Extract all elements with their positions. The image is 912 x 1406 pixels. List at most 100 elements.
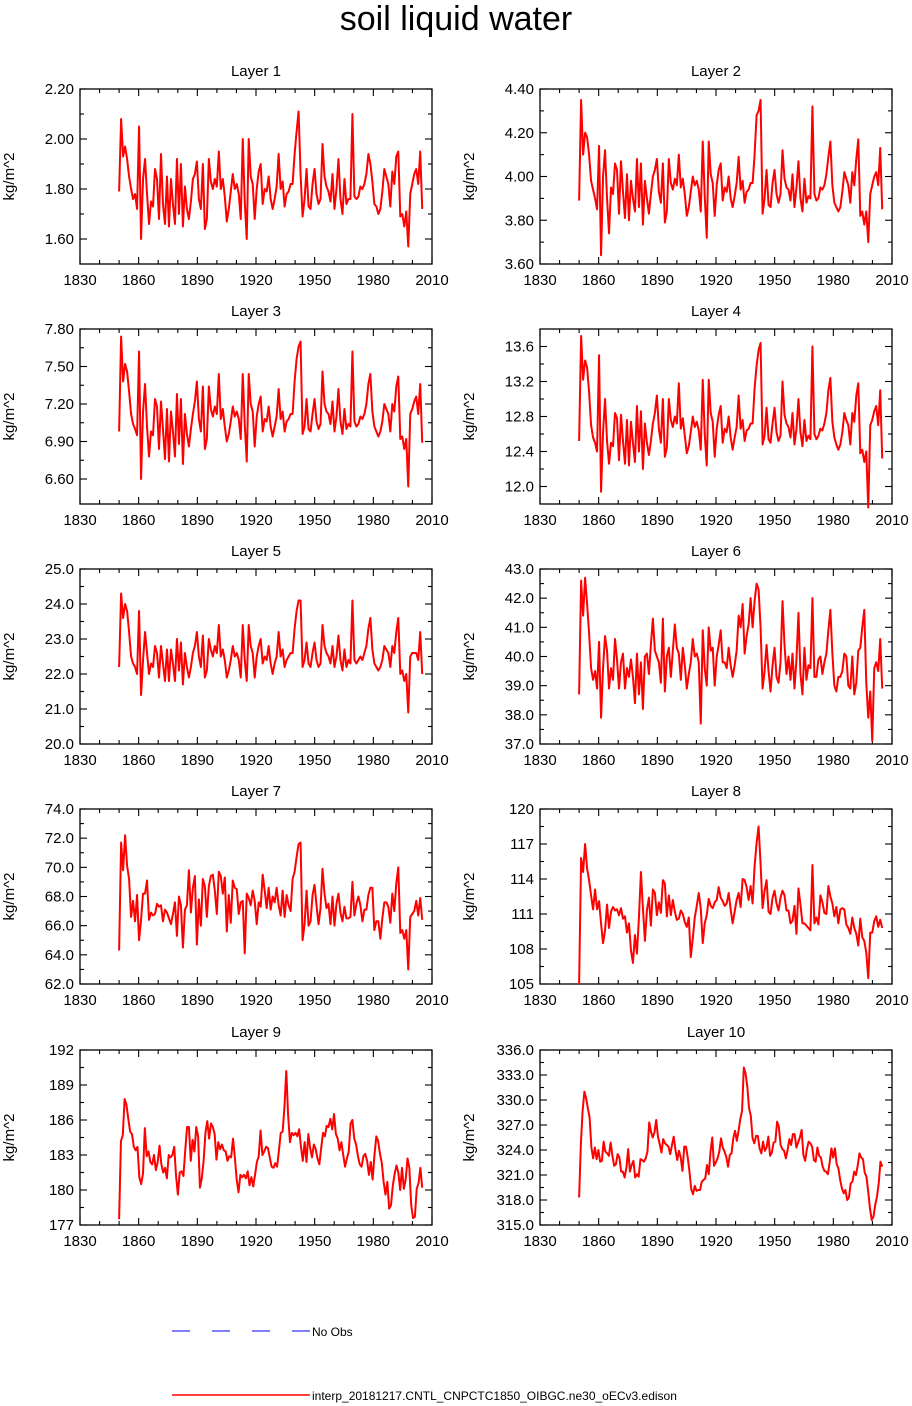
y-tick-label: 40.0 xyxy=(505,649,534,666)
x-tick-label: 1980 xyxy=(357,992,390,1009)
y-tick-label: 22.0 xyxy=(45,666,74,683)
x-tick-label: 1980 xyxy=(817,752,850,769)
y-tick-label: 108 xyxy=(509,941,534,958)
x-tick-label: 1890 xyxy=(641,272,674,289)
x-tick-label: 1860 xyxy=(122,992,155,1009)
panel-title: Layer 2 xyxy=(691,63,741,80)
series-line-model xyxy=(118,335,424,488)
y-tick-label: 20.0 xyxy=(45,736,74,753)
y-tick-label: 2.00 xyxy=(45,131,74,148)
x-tick-label: 1830 xyxy=(523,1233,556,1250)
y-tick-label: 68.0 xyxy=(45,889,74,906)
y-tick-label: 7.80 xyxy=(45,321,74,338)
chart-panel-8: Layer 8 kg/m^2 1830 1860 1890 1920 1950 1980 201… xyxy=(461,783,909,1009)
y-tick-label: 327.0 xyxy=(496,1117,534,1134)
series-line-model xyxy=(118,1070,424,1220)
panel-title: Layer 4 xyxy=(691,303,741,320)
x-tick-label: 1920 xyxy=(699,992,732,1009)
y-axis-label: kg/m^2 xyxy=(461,153,478,201)
x-tick-label: 1890 xyxy=(181,1233,214,1250)
x-tick-label: 2010 xyxy=(875,992,908,1009)
y-tick-label: 111 xyxy=(511,906,534,923)
chart-panel-3: Layer 3 kg/m^2 1830 1860 1890 1920 1950 1980 201… xyxy=(1,303,449,529)
x-tick-label: 1920 xyxy=(239,992,272,1009)
series-line-model xyxy=(578,825,884,985)
y-tick-label: 24.0 xyxy=(45,596,74,613)
chart-panel-7: Layer 7 kg/m^2 1830 1860 1890 1920 1950 1980 201… xyxy=(1,783,449,1009)
plot-frame xyxy=(79,808,433,985)
x-tick-label: 1890 xyxy=(641,992,674,1009)
y-tick-label: 12.4 xyxy=(505,444,534,461)
x-tick-label: 1920 xyxy=(239,1233,272,1250)
y-axis-label: kg/m^2 xyxy=(461,633,478,681)
legend-obs-label: No Obs xyxy=(312,1325,353,1339)
x-tick-label: 1830 xyxy=(63,272,96,289)
y-tick-label: 13.2 xyxy=(505,374,534,391)
x-tick-label: 1890 xyxy=(641,512,674,529)
series-line-model xyxy=(578,576,884,743)
y-axis-label: kg/m^2 xyxy=(461,393,478,441)
y-tick-label: 321.0 xyxy=(496,1167,534,1184)
x-tick-label: 1920 xyxy=(699,512,732,529)
x-tick-label: 2010 xyxy=(875,1233,908,1250)
x-tick-label: 1920 xyxy=(239,512,272,529)
panel-title: Layer 5 xyxy=(231,543,281,560)
plot-frame xyxy=(539,328,893,505)
panel-title: Layer 10 xyxy=(687,1024,745,1041)
x-tick-label: 1950 xyxy=(298,512,331,529)
x-tick-label: 2010 xyxy=(415,272,448,289)
y-tick-label: 105 xyxy=(509,976,534,993)
y-tick-label: 70.0 xyxy=(45,859,74,876)
x-tick-label: 1860 xyxy=(582,1233,615,1250)
y-tick-label: 183 xyxy=(49,1147,74,1164)
y-tick-label: 6.90 xyxy=(45,434,74,451)
x-tick-label: 1980 xyxy=(817,1233,850,1250)
legend: No Obs interp_20181217.CNTL_CNPCTC1850_O… xyxy=(172,1325,677,1403)
x-tick-label: 1950 xyxy=(298,992,331,1009)
y-tick-label: 177 xyxy=(49,1217,74,1234)
series-line-model xyxy=(578,335,884,509)
y-tick-label: 1.80 xyxy=(45,181,74,198)
y-tick-label: 42.0 xyxy=(505,590,534,607)
x-tick-label: 1980 xyxy=(357,272,390,289)
x-tick-label: 1860 xyxy=(122,1233,155,1250)
y-tick-label: 4.40 xyxy=(505,81,534,98)
y-tick-label: 189 xyxy=(49,1077,74,1094)
y-axis-label: kg/m^2 xyxy=(1,393,18,441)
plot-frame xyxy=(539,808,893,985)
y-tick-label: 23.0 xyxy=(45,631,74,648)
y-tick-label: 13.6 xyxy=(505,339,534,356)
y-tick-label: 6.60 xyxy=(45,471,74,488)
x-tick-label: 1950 xyxy=(758,1233,791,1250)
y-tick-label: 192 xyxy=(49,1042,74,1059)
x-tick-label: 1950 xyxy=(758,512,791,529)
y-tick-label: 38.0 xyxy=(505,707,534,724)
x-tick-label: 2010 xyxy=(415,752,448,769)
x-tick-label: 1830 xyxy=(523,512,556,529)
panel-title: Layer 7 xyxy=(231,783,281,800)
x-tick-label: 1950 xyxy=(298,272,331,289)
series-line-model xyxy=(578,98,884,257)
x-tick-label: 1890 xyxy=(181,992,214,1009)
y-tick-label: 41.0 xyxy=(505,619,534,636)
x-tick-label: 2010 xyxy=(875,272,908,289)
x-tick-label: 1920 xyxy=(699,1233,732,1250)
x-tick-label: 1980 xyxy=(817,272,850,289)
y-tick-label: 114 xyxy=(510,871,534,888)
chart-panel-1: Layer 1 kg/m^2 1830 1860 1890 1920 1950 1980 201… xyxy=(1,63,449,289)
y-tick-label: 39.0 xyxy=(505,678,534,695)
y-tick-label: 7.20 xyxy=(45,396,74,413)
panel-title: Layer 6 xyxy=(691,543,741,560)
panel-title: Layer 3 xyxy=(231,303,281,320)
y-tick-label: 3.60 xyxy=(505,256,534,273)
x-tick-label: 1920 xyxy=(239,272,272,289)
x-tick-label: 2010 xyxy=(875,512,908,529)
x-tick-label: 2010 xyxy=(415,1233,448,1250)
y-tick-label: 25.0 xyxy=(45,561,74,578)
plot-frame xyxy=(539,88,893,265)
series-line-model xyxy=(118,592,424,714)
x-tick-label: 1830 xyxy=(523,272,556,289)
series-line-model xyxy=(578,1066,884,1221)
chart-panel-6: Layer 6 kg/m^2 1830 1860 1890 1920 1950 1980 201… xyxy=(461,543,909,769)
